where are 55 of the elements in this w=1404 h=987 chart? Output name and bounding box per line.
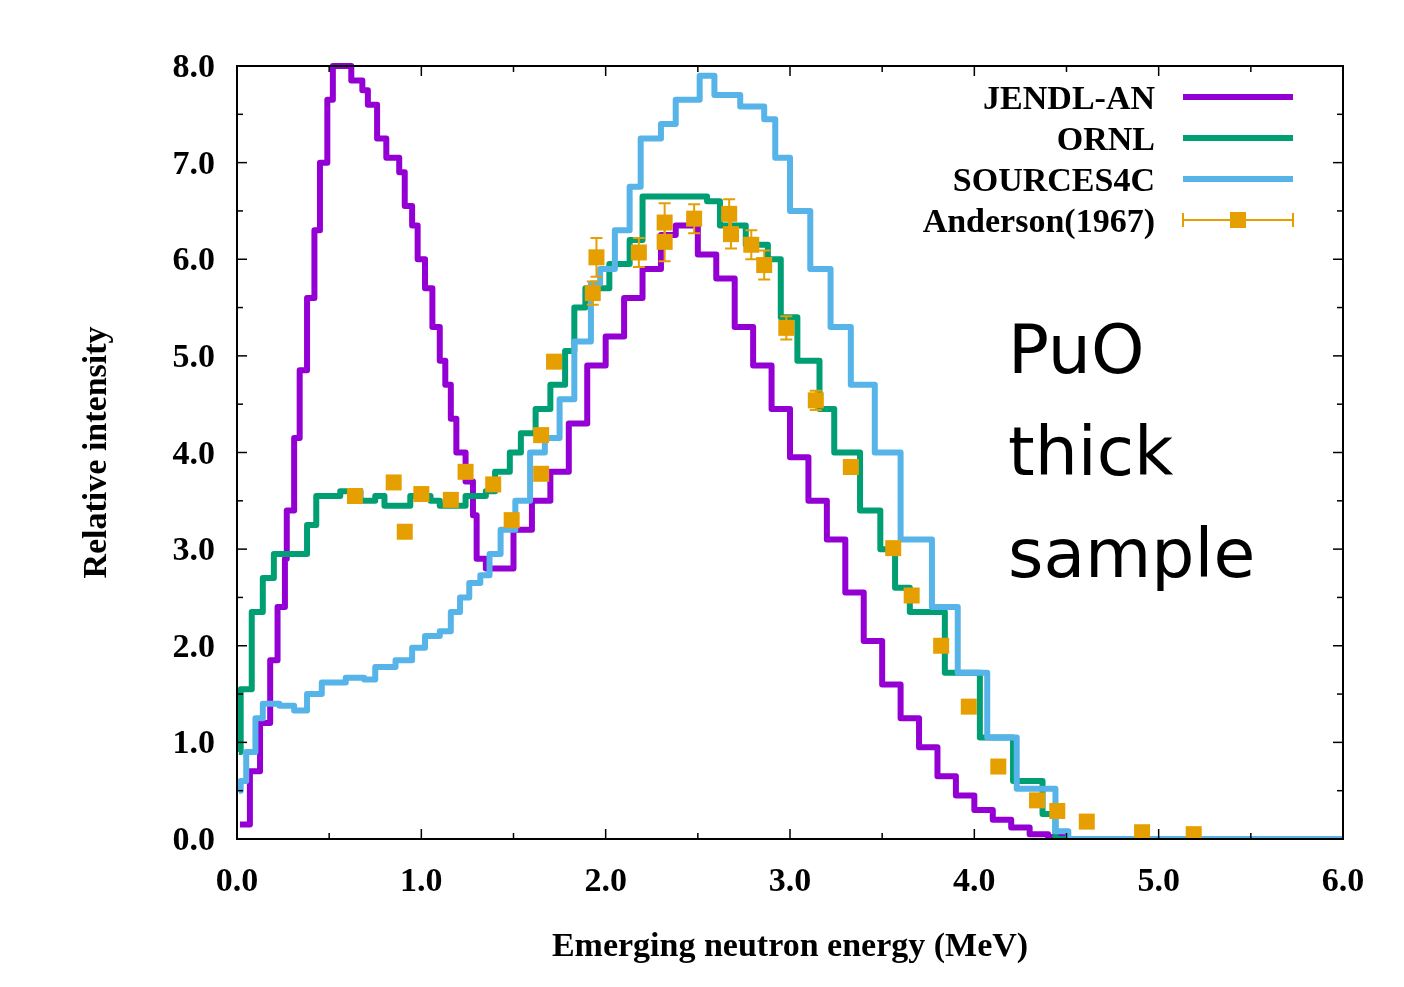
- y-tick-label: 0.0: [172, 820, 215, 857]
- point: [656, 233, 673, 250]
- x-tick-label: 2.0: [584, 861, 627, 898]
- x-tick-label: 4.0: [953, 861, 996, 898]
- legend-label: ORNL: [1056, 120, 1155, 157]
- point: [346, 487, 363, 504]
- point: [630, 244, 647, 261]
- y-axis-title: Relative intensity: [76, 326, 113, 579]
- point: [1078, 813, 1095, 830]
- point: [457, 463, 474, 480]
- point: [723, 226, 740, 243]
- legend-label: JENDL-AN: [983, 79, 1156, 116]
- y-tick-label: 1.0: [172, 723, 215, 761]
- y-tick-label: 6.0: [172, 240, 215, 278]
- legend-label: SOURCES4C: [952, 161, 1155, 198]
- annotation: PuO thick sample: [1008, 310, 1256, 593]
- point: [588, 249, 605, 266]
- y-tick-label: 7.0: [172, 143, 215, 181]
- point: [533, 427, 550, 444]
- point: [1049, 802, 1066, 819]
- point: [842, 458, 859, 475]
- point: [413, 486, 430, 503]
- point: [990, 758, 1007, 775]
- point: [396, 523, 413, 540]
- point: [442, 491, 459, 508]
- point: [656, 214, 673, 231]
- point: [1029, 792, 1046, 809]
- point: [778, 319, 795, 336]
- x-tick-label: 6.0: [1321, 861, 1365, 898]
- point: [756, 257, 773, 274]
- y-tick-label: 5.0: [172, 336, 215, 374]
- x-tick-label: 1.0: [400, 861, 443, 898]
- point: [721, 205, 738, 222]
- y-tick-label: 4.0: [172, 433, 215, 471]
- point: [960, 698, 977, 715]
- point: [743, 236, 760, 253]
- y-tick-label: 2.0: [172, 626, 215, 664]
- legend-label: Anderson(1967): [922, 202, 1155, 240]
- point: [584, 285, 601, 302]
- x-axis-title: Emerging neutron energy (MeV): [551, 926, 1029, 964]
- point: [1134, 824, 1151, 839]
- point: [533, 465, 550, 482]
- y-tick-label: 8.0: [172, 47, 215, 84]
- point: [385, 474, 402, 491]
- point: [933, 637, 950, 654]
- x-tick-label: 0.0: [215, 861, 259, 898]
- point: [885, 540, 902, 557]
- point: [546, 353, 563, 370]
- x-tick-label: 5.0: [1137, 861, 1180, 898]
- point: [686, 210, 703, 227]
- point: [903, 587, 920, 604]
- point: [485, 476, 502, 493]
- x-tick-label: 3.0: [768, 861, 812, 898]
- point: [503, 512, 520, 529]
- y-tick-label: 3.0: [172, 530, 215, 568]
